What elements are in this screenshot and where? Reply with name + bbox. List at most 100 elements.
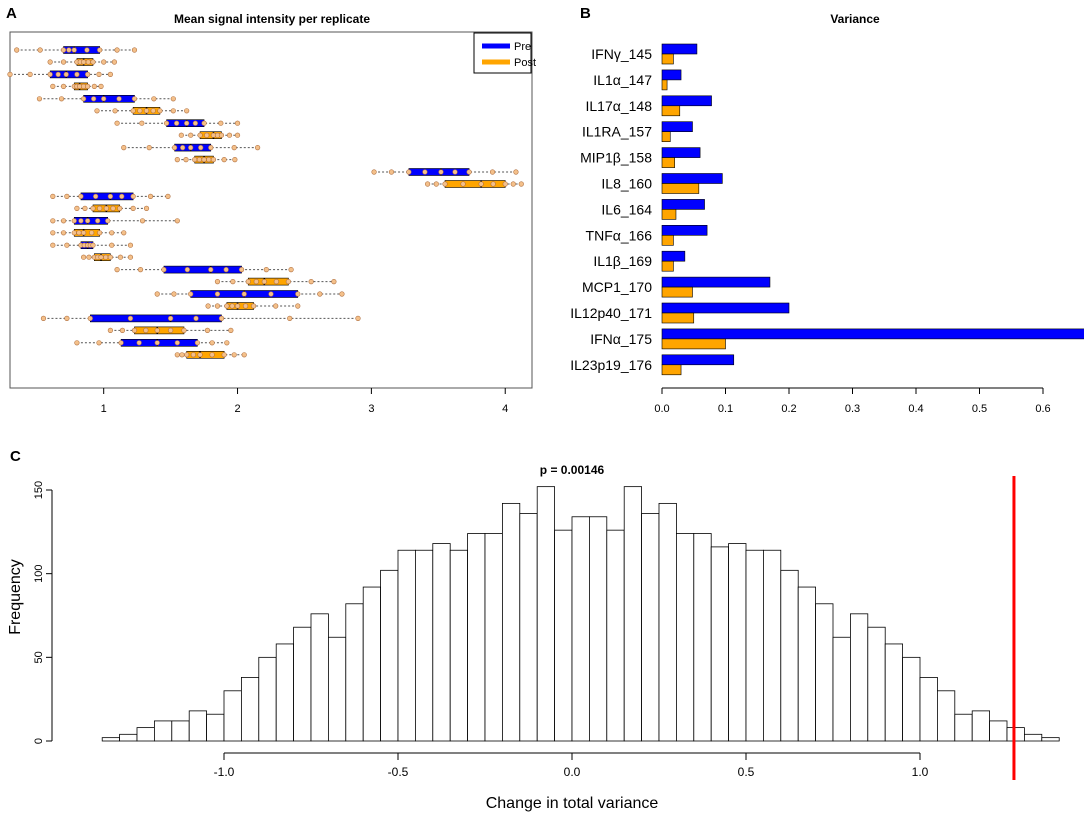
point-pre-6-0: [50, 193, 56, 199]
point-pre-1-0: [7, 71, 13, 77]
panel-label-b: B: [580, 5, 591, 22]
point-post-9-6: [285, 279, 292, 285]
hist-bar-23: [501, 502, 521, 742]
point-post-10-6: [251, 303, 257, 309]
point-pre-7-1: [60, 218, 67, 224]
panel-c-histogram: p = 0.00146 -1.0 -0.5 0.0 0.5 1.0 0 50 100 150 C…: [7, 463, 1060, 812]
hist-bar-4: [171, 720, 190, 742]
hist-bar-18: [414, 549, 434, 742]
point-post-5-5: [490, 181, 496, 187]
point-post-9-1: [230, 279, 236, 285]
hist-bar-0: [101, 737, 120, 742]
point-post-3-2: [197, 132, 203, 138]
category-label-11: IFNα_175: [590, 331, 652, 347]
point-pre-10-8: [339, 291, 345, 297]
point-pre-12-4: [154, 340, 160, 346]
point-post-8-6: [107, 254, 113, 260]
panel-label-a: A: [6, 5, 17, 22]
hist-bar-32: [658, 502, 677, 742]
point-post-2-4: [143, 108, 150, 114]
hist-bar-34: [693, 533, 712, 742]
hist-bar-5: [188, 710, 207, 742]
point-pre-12-8: [224, 340, 230, 346]
point-pre-12-2: [118, 340, 124, 346]
hist-bar-8: [240, 677, 260, 742]
box-pre-9: [163, 265, 242, 274]
point-post-3-0: [178, 132, 184, 138]
point-pre-11-4: [168, 315, 174, 322]
bar-pre-6: [661, 199, 705, 210]
point-post-5-1: [433, 181, 439, 187]
point-pre-2-4: [101, 96, 107, 102]
hist-bar-15: [362, 586, 382, 742]
point-pre-1-7: [96, 71, 102, 77]
point-pre-10-5: [268, 291, 274, 297]
point-post-12-4: [197, 352, 203, 358]
point-pre-6-4: [107, 193, 113, 199]
point-pre-10-7: [317, 291, 323, 297]
point-post-4-4: [201, 157, 207, 163]
point-post-4-1: [183, 157, 189, 163]
point-post-2-7: [170, 108, 176, 114]
bar-post-9: [661, 286, 693, 298]
hist-bar-20: [449, 549, 469, 742]
point-post-0-7: [101, 59, 107, 65]
point-pre-12-7: [209, 340, 215, 346]
category-label-10: IL12p40_171: [570, 305, 652, 321]
point-pre-2-8: [170, 96, 176, 102]
point-pre-2-2: [81, 96, 87, 102]
point-pre-3-2: [164, 120, 170, 126]
histogram-ytick-label-3: 150: [33, 481, 45, 499]
bar-post-2: [661, 105, 681, 117]
hist-bar-13: [327, 636, 347, 742]
point-post-11-8: [228, 327, 234, 334]
point-post-6-7: [130, 205, 136, 211]
point-pre-9-2: [161, 267, 167, 273]
point-pre-6-6: [130, 193, 136, 199]
point-pre-7-4: [85, 218, 91, 224]
point-pre-10-2: [188, 291, 194, 297]
point-pre-2-3: [91, 96, 97, 102]
point-pre-11-6: [218, 315, 225, 322]
point-pre-6-3: [93, 193, 99, 199]
hist-bar-25: [536, 486, 556, 742]
point-post-11-3: [143, 327, 149, 334]
point-post-7-0: [50, 230, 56, 236]
point-post-6-4: [103, 205, 109, 211]
bar-pre-4: [661, 147, 701, 158]
histogram-ytick-label-0: 0: [33, 738, 45, 744]
point-pre-9-1: [137, 267, 144, 273]
point-post-11-7: [204, 327, 211, 334]
category-label-9: MCP1_170: [582, 279, 652, 295]
point-pre-4-1: [146, 145, 152, 151]
point-post-5-0: [425, 181, 431, 187]
point-pre-4-4: [188, 145, 194, 151]
point-pre-3-8: [234, 120, 241, 126]
point-pre-6-7: [147, 193, 154, 199]
bar-post-7: [661, 235, 674, 246]
point-post-11-1: [119, 327, 126, 334]
point-post-3-7: [226, 132, 233, 138]
point-pre-9-0: [114, 267, 120, 273]
variance-xtick-label-1: 0.1: [718, 403, 733, 415]
hist-bar-2: [136, 727, 155, 742]
point-pre-4-3: [180, 145, 186, 151]
hist-bar-28: [589, 516, 608, 742]
point-post-8-0: [81, 254, 87, 260]
point-post-10-3: [229, 303, 235, 309]
point-post-3-1: [188, 132, 194, 138]
point-post-1-6: [85, 83, 91, 89]
point-pre-0-1: [37, 47, 43, 53]
point-post-7-1: [60, 230, 67, 236]
point-pre-2-5: [116, 96, 122, 102]
hist-bar-41: [815, 603, 834, 742]
hist-bar-22: [484, 533, 503, 742]
hist-bar-1: [119, 733, 138, 742]
bar-pre-2: [661, 95, 712, 107]
point-pre-11-1: [64, 315, 70, 322]
point-pre-8-6: [90, 242, 96, 248]
variance-title: Variance: [830, 12, 880, 26]
hist-bar-46: [902, 656, 921, 742]
point-post-6-3: [97, 205, 103, 211]
point-post-2-0: [94, 108, 100, 114]
